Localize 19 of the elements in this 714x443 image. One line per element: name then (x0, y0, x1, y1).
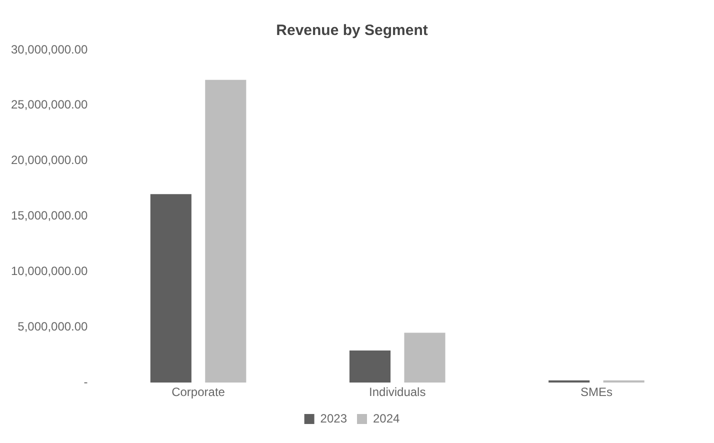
y-tick-label: 5,000,000.00 (18, 319, 88, 334)
bar (548, 380, 590, 383)
x-tick-label: Corporate (172, 385, 226, 400)
bar (603, 380, 644, 383)
y-tick-label: 20,000,000.00 (10, 153, 88, 168)
y-tick-label: 30,000,000.00 (10, 42, 88, 56)
legend-label: 2023 (320, 411, 348, 426)
bar (150, 194, 192, 383)
y-tick-label: 10,000,000.00 (10, 264, 88, 278)
legend-label: 2024 (373, 411, 400, 426)
y-tick-label: - (84, 374, 88, 389)
y-tick-label: 15,000,000.00 (10, 208, 88, 223)
x-tick-label: Individuals (369, 385, 426, 400)
x-tick-label: SMEs (580, 385, 612, 400)
y-tick-label: 25,000,000.00 (10, 98, 88, 112)
bar (205, 80, 246, 383)
chart-title: Revenue by Segment (276, 22, 428, 40)
bar (349, 350, 391, 383)
bar (404, 332, 446, 383)
